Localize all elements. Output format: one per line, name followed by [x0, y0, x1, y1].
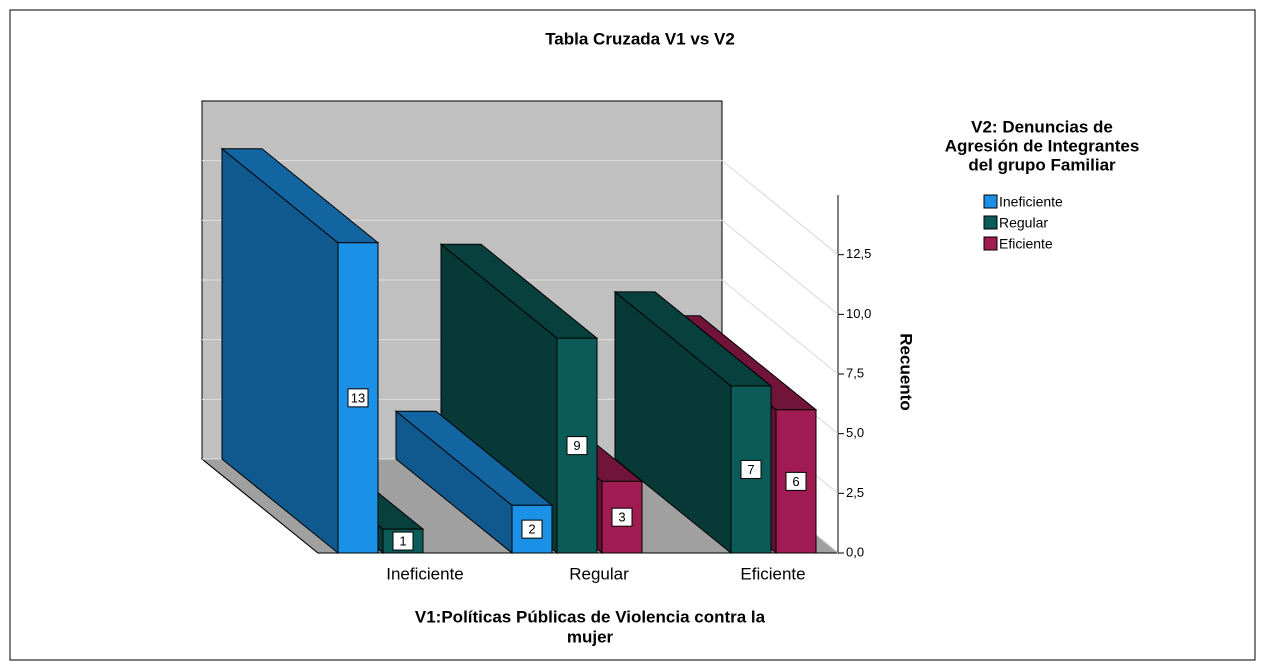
value-label: 3 [618, 510, 625, 525]
y-tick-label: 10,0 [846, 306, 871, 321]
value-label: 7 [747, 462, 754, 477]
value-label-box [785, 471, 807, 491]
y-tick-label: 2,5 [846, 485, 864, 500]
x-tick-label: Ineficiente [386, 564, 464, 583]
legend-label: Regular [999, 215, 1048, 231]
chart-title: Tabla Cruzada V1 vs V2 [545, 29, 735, 48]
grid-line [721, 279, 839, 375]
legend-swatch [983, 236, 998, 251]
value-label-box [521, 519, 543, 539]
legend-swatch [983, 215, 998, 230]
grid-line [721, 160, 839, 256]
value-label-box [740, 459, 762, 479]
value-label-box [392, 531, 414, 551]
bar: 9 [439, 243, 599, 555]
grid-line [721, 219, 839, 315]
value-label: 2 [528, 522, 535, 537]
value-label: 1 [399, 534, 406, 549]
x-axis-title: V1:Políticas Públicas de Violencia contr… [415, 607, 766, 626]
x-tick-label: Eficiente [740, 564, 805, 583]
legend-swatch [983, 194, 998, 209]
legend-title: V2: Denuncias de [971, 117, 1113, 136]
y-tick-label: 7,5 [846, 365, 864, 380]
x-tick-label: Regular [569, 564, 629, 583]
legend-label: Ineficiente [999, 194, 1063, 210]
bar: 2 [394, 410, 554, 555]
value-label-box [347, 388, 369, 408]
bar: 7 [613, 290, 773, 555]
legend-title: del grupo Familiar [968, 155, 1116, 174]
y-tick-label: 12,5 [846, 246, 871, 261]
x-axis-title: mujer [567, 627, 614, 646]
y-axis-title: Recuento [897, 333, 916, 410]
y-tick-label: 0,0 [846, 544, 864, 559]
bar: 13 [220, 147, 380, 555]
y-tick-label: 5,0 [846, 425, 864, 440]
value-label: 9 [573, 438, 580, 453]
legend-label: Eficiente [999, 236, 1053, 252]
value-label: 6 [792, 474, 799, 489]
value-label: 13 [351, 390, 365, 405]
value-label-box [611, 507, 633, 527]
legend-title: Agresión de Integrantes [945, 136, 1140, 155]
value-label-box [566, 436, 588, 456]
